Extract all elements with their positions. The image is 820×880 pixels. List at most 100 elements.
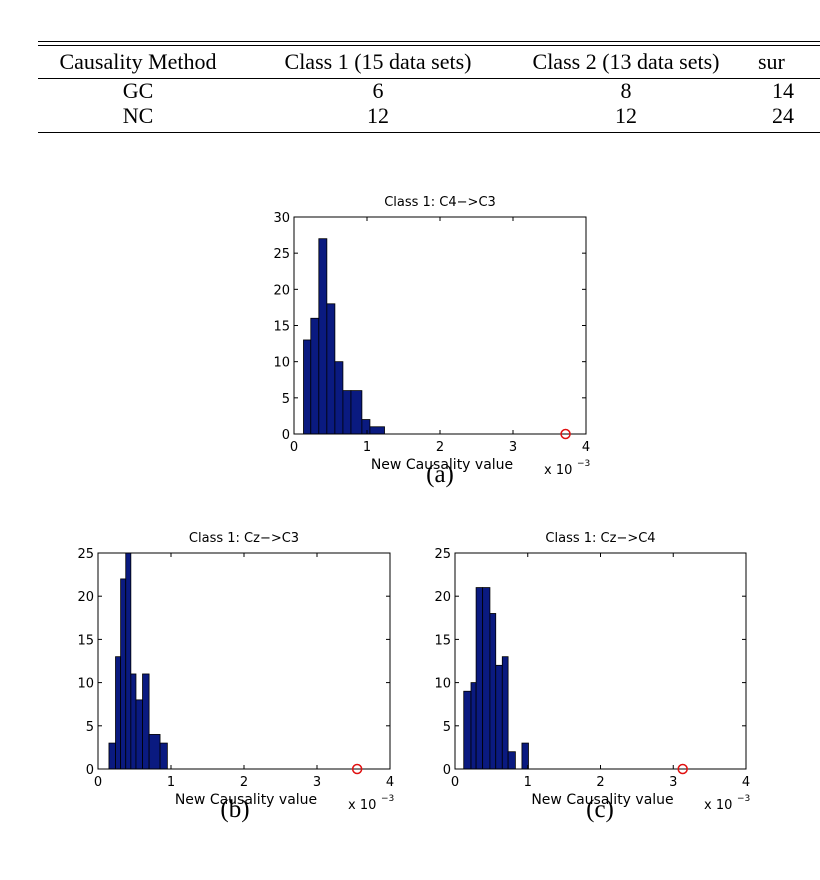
y-tick-label: 0 [443,763,451,778]
y-tick-label: 10 [434,677,451,692]
x-tick-label: 4 [582,440,590,455]
y-tick-label: 25 [434,547,451,562]
histogram-bar [369,426,385,435]
chart-title: Class 1: Cz−>C4 [545,531,655,546]
histogram-bar [501,656,509,770]
table-cell: 24 [772,103,794,128]
histogram-bar [159,742,168,770]
histogram-svg: 0 1 2 3 4 0 5 10 15 20 25 30 Class 1: C4−>C3 New Caus… [273,195,590,478]
histogram-bar [489,613,497,770]
y-tick-label: 20 [273,283,290,298]
table-top-rule [38,41,820,42]
table-row: GC 6 8 14 [38,78,820,104]
x-axis-multiplier-exponent: −3 [737,794,750,804]
histogram-bar [475,587,484,770]
histogram-b: 0 1 2 3 4 0 5 10 15 20 25 Class 1: Cz−>C3 New Causal… [58,523,410,824]
subfigure-caption-a: (a) [426,461,454,488]
y-tick-label: 25 [77,547,94,562]
histogram-bar [108,742,116,770]
table-mid-rule [38,78,820,79]
x-tick-label: 3 [669,775,677,790]
x-tick-label: 0 [290,440,298,455]
y-tick-label: 10 [273,356,290,371]
x-tick-label: 1 [167,775,175,790]
x-axis-multiplier: x 10 [348,798,376,813]
histogram-bar [142,673,150,770]
histogram-bar [361,419,371,435]
table-cell: NC [122,103,154,128]
histogram-bar [310,317,320,435]
histogram-bar [303,339,312,435]
histogram-bar [135,699,143,770]
table-header-cell: Class 1 (15 data sets) [284,49,472,74]
table-header-cell: Class 2 (13 data sets) [532,49,720,74]
y-tick-label: 20 [434,590,451,605]
histogram-svg: 0 1 2 3 4 0 5 10 15 20 25 Class 1: Cz−>C3 New Causal… [77,531,394,813]
y-tick-label: 10 [77,677,94,692]
histogram-bar [318,238,328,435]
table-bottom-rule [38,132,820,133]
subfigure-caption-c: (c) [586,796,614,823]
y-tick-label: 0 [86,763,94,778]
y-tick-label: 5 [282,392,290,407]
y-tick-label: 5 [86,720,94,735]
table-cell: GC [122,78,154,103]
histogram-bar [342,390,352,435]
x-tick-label: 2 [596,775,604,790]
table-cell: 12 [367,103,389,128]
y-tick-label: 15 [273,320,290,335]
histogram-bar [470,682,477,770]
histogram-bar [148,734,161,770]
chart-title: Class 1: Cz−>C3 [189,531,299,546]
y-tick-label: 20 [77,590,94,605]
x-tick-label: 4 [386,775,394,790]
table-header-row: Causality Method Class 1 (15 data sets) … [38,49,820,75]
x-axis-multiplier-exponent: −3 [381,794,394,804]
x-tick-label: 3 [313,775,321,790]
histogram-a: 0 1 2 3 4 0 5 10 15 20 25 30 Class 1: C4−>C3 New Caus… [254,187,606,489]
histogram-bar [326,303,336,435]
x-tick-label: 1 [363,440,371,455]
table-header-cell: sur [758,49,785,74]
y-tick-label: 5 [443,720,451,735]
table-header-cell: Causality Method [59,49,217,74]
x-tick-label: 2 [240,775,248,790]
x-tick-label: 2 [436,440,444,455]
data-marker [677,763,688,775]
y-tick-label: 15 [77,633,94,648]
x-tick-label: 1 [524,775,532,790]
histogram-bar [507,751,516,770]
y-tick-label: 15 [434,633,451,648]
x-axis-label: New Causality value [531,792,673,808]
histogram-bar [463,690,472,770]
data-marker [351,763,363,775]
table-cell: 8 [620,78,632,103]
x-axis-multiplier: x 10 [544,463,572,478]
y-tick-label: 30 [273,211,290,226]
histogram-bar [495,664,503,770]
results-table: Causality Method Class 1 (15 data sets) … [38,41,820,133]
histogram-bar [125,552,132,770]
histogram-bar [130,673,137,770]
histogram-c: 0 1 2 3 4 0 5 10 15 20 25 Class 1: Cz−>C4 New Causal… [415,523,766,824]
table-cell: 6 [372,78,384,103]
chart-title: Class 1: C4−>C3 [384,195,496,210]
table-row: NC 12 12 24 [38,103,820,129]
x-axis-label: New Causality value [371,457,513,473]
x-tick-label: 0 [94,775,102,790]
y-tick-label: 25 [273,247,290,262]
histogram-bar [120,578,127,770]
x-tick-label: 0 [451,775,459,790]
subfigure-caption-b: (b) [220,796,250,823]
histogram-bar [334,361,344,435]
histogram-svg: 0 1 2 3 4 0 5 10 15 20 25 Class 1: Cz−>C4 New Causal… [434,531,750,813]
x-tick-label: 3 [509,440,517,455]
data-marker [560,428,571,440]
y-tick-label: 0 [282,428,290,443]
x-axis-multiplier: x 10 [704,798,732,813]
table-cell: 14 [772,78,794,103]
x-axis-multiplier-exponent: −3 [577,459,590,469]
x-tick-label: 4 [742,775,750,790]
histogram-bar [115,656,122,770]
